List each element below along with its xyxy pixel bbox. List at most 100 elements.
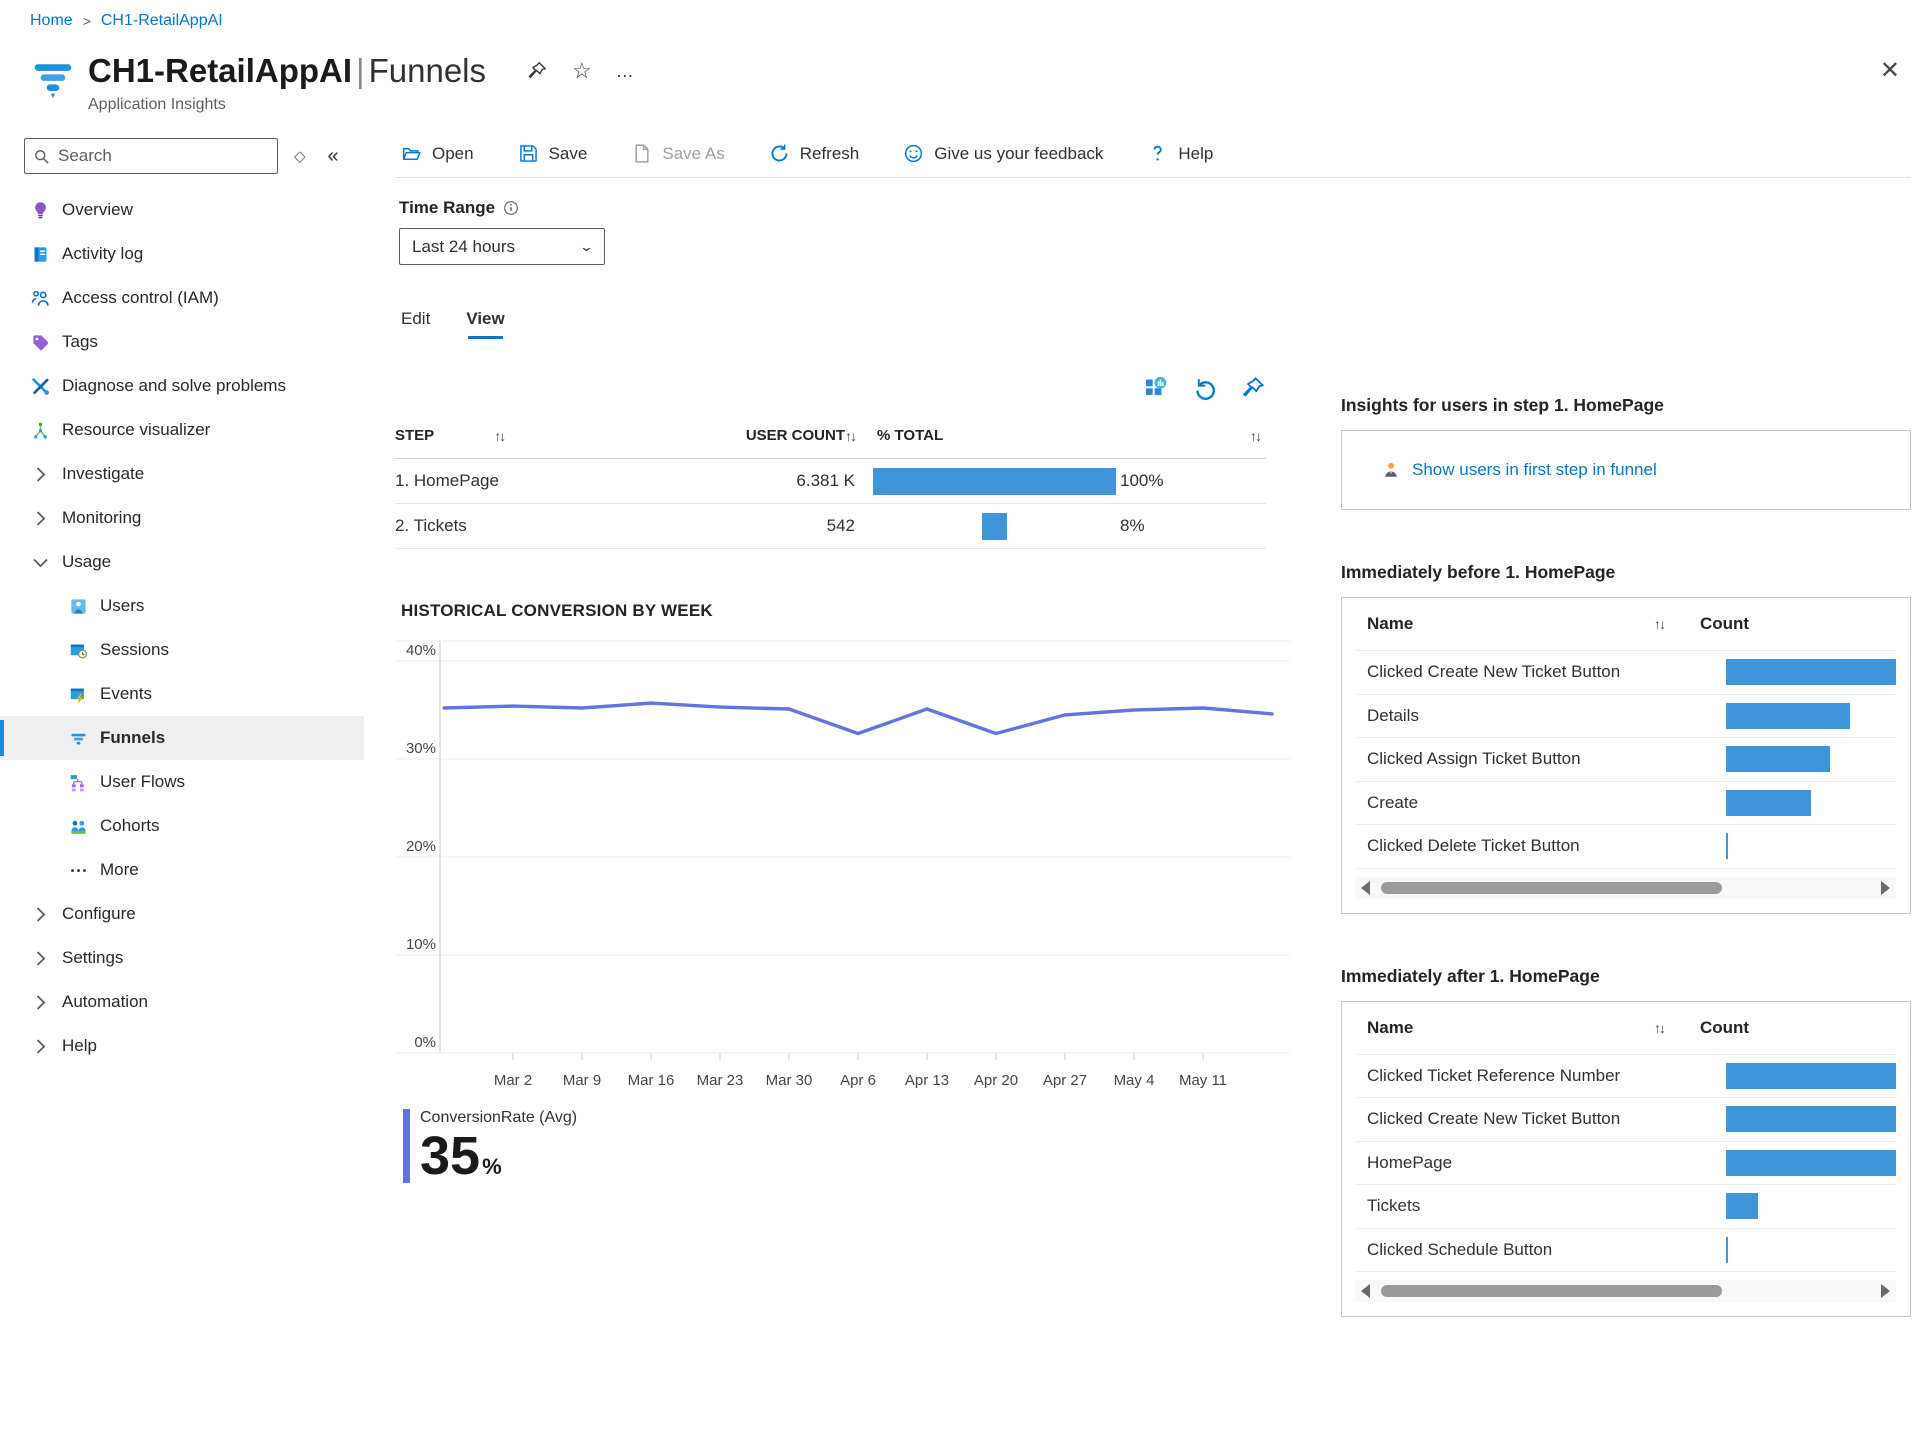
funnel-step-row[interactable]: 2. Tickets 542 8% xyxy=(395,504,1266,549)
sort-user-count-icon[interactable]: ↑↓ xyxy=(845,427,857,444)
conversion-chart: 40% 30% 20% 10% 0% Mar 2 Mar 9 Mar 16 Mar 23 Mar … xyxy=(395,631,1290,1101)
sidebar-item-configure[interactable]: Configure xyxy=(0,892,364,936)
event-count-bar xyxy=(1726,746,1830,773)
sidebar-item-cohorts[interactable]: Cohorts xyxy=(0,804,364,848)
sidebar-collapse-icon[interactable]: « xyxy=(327,144,339,167)
toolbar-save[interactable]: Save xyxy=(518,143,588,164)
sidebar-item-events[interactable]: Events xyxy=(0,672,364,716)
sidebar-item-usage[interactable]: Usage xyxy=(0,540,364,584)
event-count-row[interactable]: Clicked Create New Ticket Button xyxy=(1355,650,1896,694)
event-count-row[interactable]: Clicked Delete Ticket Button xyxy=(1355,824,1896,868)
scroll-left-icon[interactable] xyxy=(1361,880,1370,895)
close-icon[interactable]: ✕ xyxy=(1879,57,1900,84)
svg-text:20%: 20% xyxy=(406,838,436,855)
sort-name-icon[interactable]: ↑↓ xyxy=(1654,616,1666,632)
sidebar-item-label: Funnels xyxy=(100,728,166,747)
horizontal-scrollbar[interactable] xyxy=(1355,1280,1896,1302)
breadcrumb-separator: > xyxy=(82,13,91,29)
svg-text:Mar 9: Mar 9 xyxy=(563,1072,601,1089)
toolbar-save-as[interactable]: Save As xyxy=(631,143,725,164)
after-table-body: Clicked Ticket Reference Number Clicked … xyxy=(1342,1053,1910,1272)
workbooks-icon[interactable] xyxy=(1144,375,1170,401)
svg-text:Apr 20: Apr 20 xyxy=(974,1072,1018,1089)
scroll-right-icon[interactable] xyxy=(1881,1284,1890,1298)
event-count-bar xyxy=(1726,1193,1759,1220)
chevron-right-icon xyxy=(30,904,50,924)
funnel-step-row[interactable]: 1. HomePage 6.381 K 100% xyxy=(395,459,1266,504)
toolbar-item-label: Save xyxy=(548,143,588,163)
toolbar-refresh[interactable]: Refresh xyxy=(769,143,859,164)
scroll-right-icon[interactable] xyxy=(1881,880,1890,895)
sidebar-item-more[interactable]: More xyxy=(0,848,364,892)
toolbar-item-label: Give us your feedback xyxy=(934,143,1104,163)
svg-text:Apr 13: Apr 13 xyxy=(905,1072,949,1089)
scroll-left-icon[interactable] xyxy=(1361,1284,1370,1298)
event-count-row[interactable]: Clicked Create New Ticket Button xyxy=(1355,1097,1896,1141)
scrollbar-thumb[interactable] xyxy=(1381,881,1722,894)
sidebar-item-user-flows[interactable]: User Flows xyxy=(0,760,364,804)
page-title: CH1-RetailAppAI | Funnels xyxy=(88,52,487,89)
breadcrumb-current-link[interactable]: CH1-RetailAppAI xyxy=(100,12,223,29)
chart-legend[interactable]: ConversionRate (Avg) 35% xyxy=(403,1109,1920,1183)
scrollbar-thumb[interactable] xyxy=(1381,1285,1722,1297)
tab-view[interactable]: View xyxy=(466,309,505,339)
tab-edit[interactable]: Edit xyxy=(401,309,430,339)
sidebar-item-settings[interactable]: Settings xyxy=(0,936,364,980)
search-input[interactable] xyxy=(58,146,269,166)
pin-icon[interactable] xyxy=(526,60,548,82)
sidebar-item-label: Diagnose and solve problems xyxy=(62,376,286,395)
sidebar-item-monitoring[interactable]: Monitoring xyxy=(0,496,364,540)
funnel-step-table: STEP ↑↓ USER COUNT ↑↓ % TOTAL ↑↓ 1. HomeP… xyxy=(395,413,1266,549)
column-step: STEP xyxy=(395,427,435,444)
event-count-row[interactable]: Details xyxy=(1355,693,1896,738)
overview-icon xyxy=(30,200,50,220)
sidebar-item-automation[interactable]: Automation xyxy=(0,980,364,1024)
sidebar-item-diagnose-and-solve-problems[interactable]: Diagnose and solve problems xyxy=(0,364,364,408)
horizontal-scrollbar[interactable] xyxy=(1355,876,1896,899)
event-count-bar xyxy=(1726,789,1811,816)
favorite-star-icon[interactable]: ☆ xyxy=(572,58,592,83)
event-count-row[interactable]: Tickets xyxy=(1355,1184,1896,1228)
toolbar-help[interactable]: Help xyxy=(1147,143,1213,164)
legend-color-bar xyxy=(403,1109,410,1183)
time-range-block: Time Range Last 24 hours ⌄ xyxy=(399,198,1920,265)
sidebar-item-activity-log[interactable]: Activity log xyxy=(0,232,364,276)
toolbar-open[interactable]: Open xyxy=(401,143,474,164)
sidebar-item-funnels[interactable]: Funnels xyxy=(0,716,364,760)
sort-step-icon[interactable]: ↑↓ xyxy=(494,427,506,444)
sidebar-item-label: Configure xyxy=(62,904,136,923)
sidebar-item-label: Investigate xyxy=(62,464,145,483)
search-pin-toggle-icon[interactable]: ◇ xyxy=(294,148,306,165)
event-count-row[interactable]: Clicked Ticket Reference Number xyxy=(1355,1053,1896,1098)
sort-name-icon[interactable]: ↑↓ xyxy=(1654,1019,1666,1036)
event-count-row[interactable]: Clicked Schedule Button xyxy=(1355,1227,1896,1272)
breadcrumb: Home > CH1-RetailAppAI xyxy=(30,12,223,30)
sidebar-item-overview[interactable]: Overview xyxy=(0,188,364,232)
user-flows-icon xyxy=(68,772,88,792)
insights-box: Show users in first step in funnel xyxy=(1341,430,1911,510)
sidebar-item-label: More xyxy=(100,860,139,879)
sidebar-item-sessions[interactable]: Sessions xyxy=(0,628,364,672)
event-name: Clicked Delete Ticket Button xyxy=(1367,836,1580,856)
event-count-row[interactable]: HomePage xyxy=(1355,1140,1896,1185)
column-name: Name xyxy=(1367,1017,1414,1037)
sidebar-item-resource-visualizer[interactable]: Resource visualizer xyxy=(0,408,364,452)
search-icon xyxy=(35,149,49,164)
breadcrumb-home-link[interactable]: Home xyxy=(30,12,73,29)
toolbar-item-label: Save As xyxy=(662,143,725,163)
sort-total-icon[interactable]: ↑↓ xyxy=(1250,427,1262,444)
sidebar-item-investigate[interactable]: Investigate xyxy=(0,452,364,496)
event-count-row[interactable]: Clicked Assign Ticket Button xyxy=(1355,737,1896,781)
show-users-link[interactable]: Show users in first step in funnel xyxy=(1412,460,1657,479)
sidebar-item-users[interactable]: Users xyxy=(0,584,364,628)
time-range-dropdown[interactable]: Last 24 hours ⌄ xyxy=(399,228,605,265)
more-options-icon[interactable]: … xyxy=(615,61,634,81)
sidebar-item-tags[interactable]: Tags xyxy=(0,320,364,364)
undo-icon[interactable] xyxy=(1192,375,1218,401)
event-count-row[interactable]: Create xyxy=(1355,780,1896,825)
pin-result-icon[interactable] xyxy=(1240,375,1266,401)
sidebar-item-access-control-iam[interactable]: Access control (IAM) xyxy=(0,276,364,320)
sidebar-item-help[interactable]: Help xyxy=(0,1024,364,1068)
toolbar-give-us-your-feedback[interactable]: Give us your feedback xyxy=(903,143,1103,164)
